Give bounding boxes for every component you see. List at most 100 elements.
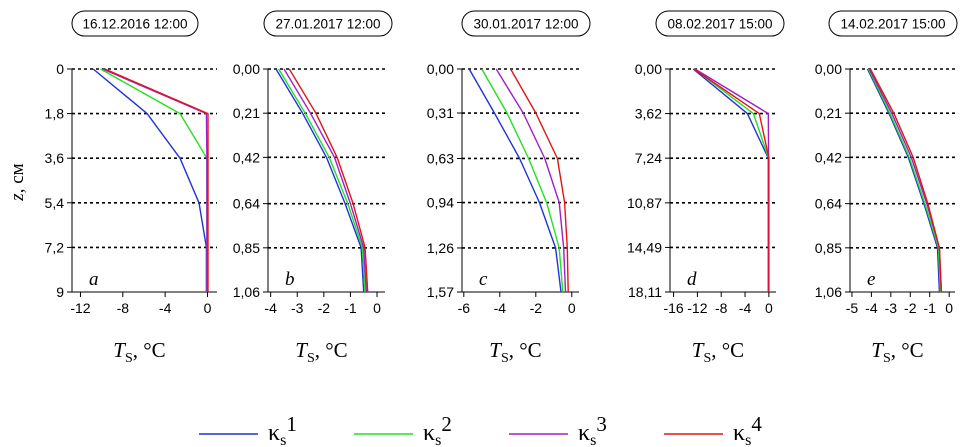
legend-symbol: κ <box>268 420 280 446</box>
y-axis-label-unit: , см <box>7 163 28 193</box>
y-tick-label: 14,49 <box>627 239 662 255</box>
legend-subscript: s <box>745 432 751 447</box>
panel-title: 08.02.2017 15:00 <box>667 17 772 32</box>
panel-title-frame <box>71 10 199 37</box>
series-line-4 <box>509 68 569 293</box>
y-tick-label: 7,24 <box>635 150 662 166</box>
x-tick-label: -2 <box>530 300 543 316</box>
x-tick-label: -4 <box>159 300 172 316</box>
series-line-2 <box>100 68 208 292</box>
legend-superscript: 3 <box>596 412 607 436</box>
y-tick-label: 7,2 <box>45 239 65 255</box>
x-tick-label: 0 <box>945 300 953 316</box>
panel-letter: e <box>867 269 875 290</box>
x-axis-label-unit: , °C <box>133 338 166 362</box>
legend-symbol: κ <box>423 420 435 446</box>
panel-letter: b <box>285 269 295 290</box>
y-tick-label: 1,06 <box>815 284 842 300</box>
x-tick-label: -12 <box>70 300 90 316</box>
x-tick-label: -1 <box>344 300 357 316</box>
x-axis-label-sub: S <box>703 351 711 366</box>
y-tick-label: 0,64 <box>233 196 260 212</box>
x-axis-label: TS, °C <box>489 338 541 366</box>
series-line-1 <box>692 68 769 292</box>
series-line-2 <box>867 68 942 293</box>
series-line-1 <box>866 68 941 293</box>
y-tick-label: 9 <box>56 284 64 300</box>
panel-title: 16.12.2016 12:00 <box>82 17 187 32</box>
x-axis-label-var: T <box>871 338 884 362</box>
x-tick-label: -4 <box>865 300 878 316</box>
y-tick-label: 0,85 <box>233 240 260 256</box>
legend-subscript: s <box>590 432 596 447</box>
series-line-3 <box>102 68 208 292</box>
series-line-3 <box>694 68 770 292</box>
series-line-1 <box>468 68 562 293</box>
y-tick-label: 0,42 <box>233 149 260 165</box>
series-line-3 <box>495 68 567 293</box>
x-tick-label: -16 <box>663 300 683 316</box>
x-tick-label: 0 <box>568 300 576 316</box>
legend-superscript: 4 <box>751 412 762 436</box>
panel-title: 30.01.2017 12:00 <box>473 17 578 32</box>
y-axis-label: z, см <box>7 163 28 201</box>
x-tick-label: -1 <box>923 300 936 316</box>
y-tick-label: 0,94 <box>427 195 454 211</box>
y-tick-label: 0,00 <box>427 61 454 77</box>
y-tick-label: 0,21 <box>233 105 260 121</box>
legend-label-3: κs3 <box>578 412 607 447</box>
x-tick-label: -4 <box>494 300 507 316</box>
x-axis-label-var: T <box>113 338 126 362</box>
panel-title: 27.01.2017 12:00 <box>275 17 380 32</box>
x-tick-label: -12 <box>687 300 707 316</box>
series-line-2 <box>693 68 770 292</box>
series-line-1 <box>275 68 365 293</box>
x-axis-label: TS, °C <box>113 338 165 366</box>
series-line-4 <box>869 68 943 293</box>
y-tick-label: 0,64 <box>815 196 842 212</box>
legend-superscript: 2 <box>441 412 452 436</box>
x-axis-label-unit: , °C <box>509 338 542 362</box>
y-tick-label: 1,8 <box>45 106 65 122</box>
legend-superscript: 1 <box>286 412 297 436</box>
x-tick-label: -8 <box>715 300 728 316</box>
y-tick-label: 1,06 <box>233 284 260 300</box>
legend-symbol: κ <box>578 420 590 446</box>
x-axis-label: TS, °C <box>692 338 744 366</box>
legend-symbol: κ <box>733 420 745 446</box>
series-line-3 <box>283 68 368 293</box>
y-tick-label: 3,6 <box>45 150 65 166</box>
y-tick-label: 18,11 <box>628 284 662 300</box>
y-tick-label: 3,62 <box>635 106 662 122</box>
y-tick-label: 0,21 <box>815 105 842 121</box>
y-axis-label-var: z <box>7 193 28 202</box>
panel-title-frame <box>828 10 958 37</box>
x-axis-label-unit: , °C <box>891 338 924 362</box>
panel-title-frame <box>263 10 393 37</box>
y-tick-label: 1,26 <box>427 240 454 256</box>
panel-title: 14.02.2017 15:00 <box>840 17 945 32</box>
legend-subscript: s <box>280 432 286 447</box>
legend-subscript: s <box>435 432 441 447</box>
y-tick-label: 0,85 <box>815 240 842 256</box>
x-tick-label: -4 <box>264 300 277 316</box>
series-line-4 <box>288 68 369 293</box>
y-tick-label: 1,57 <box>427 284 454 300</box>
series-line-1 <box>92 68 208 292</box>
x-axis-label: TS, °C <box>295 338 347 366</box>
x-tick-label: -8 <box>117 300 130 316</box>
x-axis-label-sub: S <box>883 351 891 366</box>
y-tick-label: 0,63 <box>427 150 454 166</box>
panel-letter: c <box>479 269 488 290</box>
y-tick-label: 10,87 <box>627 195 662 211</box>
x-axis-label-unit: , °C <box>315 338 348 362</box>
x-tick-label: -2 <box>904 300 917 316</box>
x-tick-label: 0 <box>373 300 381 316</box>
panel-title-frame <box>461 10 591 37</box>
y-tick-label: 0,00 <box>635 61 662 77</box>
series-line-4 <box>104 68 209 292</box>
x-tick-label: -5 <box>846 300 859 316</box>
series-line-3 <box>868 68 943 293</box>
y-tick-label: 0,31 <box>427 105 454 121</box>
